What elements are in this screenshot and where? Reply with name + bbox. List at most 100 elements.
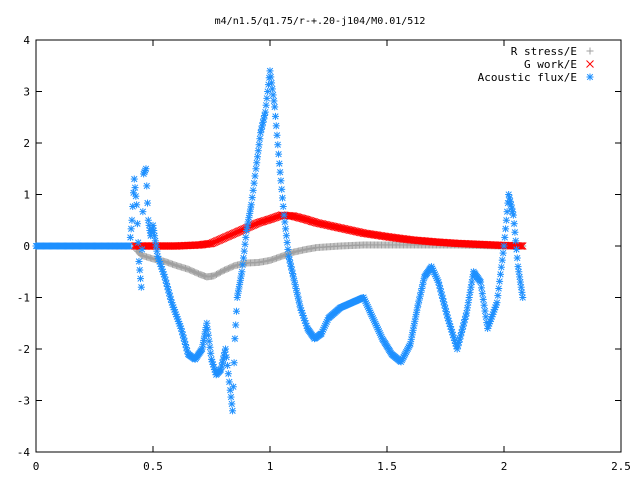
data-point [222,345,230,353]
data-point [278,194,286,202]
data-point [267,73,275,81]
data-point [273,131,281,139]
data-point [496,270,504,278]
data-point [212,237,221,245]
data-point [150,227,158,235]
x-tick-label: 0 [33,460,40,473]
data-point [250,179,258,187]
data-point [231,335,239,343]
data-point [205,337,213,345]
data-point [207,239,216,248]
data-point [282,232,290,240]
data-point [463,309,471,317]
data-point [137,283,145,291]
data-point [280,211,288,219]
data-point [514,263,522,271]
data-point [478,290,486,298]
data-point [498,256,506,264]
data-point [271,103,279,111]
data-point [128,216,136,224]
data-point [245,214,253,222]
data-point [232,307,240,315]
data-point [204,331,212,339]
data-point [515,268,523,276]
data-point [254,147,262,155]
data-point [250,220,259,229]
data-point [132,192,140,200]
data-point [262,101,270,109]
data-point [242,233,250,241]
data-point [223,361,231,369]
legend-label: R stress/E [511,45,577,58]
legend-marker [586,60,594,68]
x-tick-label: 2 [501,460,508,473]
x-tick-label: 2.5 [611,460,631,473]
y-tick-label: 1 [23,189,30,202]
data-point [276,168,284,176]
data-point [256,135,264,143]
data-point [463,304,471,312]
y-tick-label: 3 [23,86,30,99]
data-point [130,175,138,183]
data-point [126,242,134,250]
y-tick-label: 0 [23,240,30,253]
data-point [229,229,238,238]
data-point [224,370,232,378]
data-point [501,233,509,241]
data-point [479,295,487,303]
data-point [510,220,518,228]
data-point [236,281,244,289]
data-point [496,277,504,285]
data-point [465,294,473,301]
data-point [139,208,147,216]
data-point [414,300,422,308]
data-point [136,266,144,274]
data-point [138,245,146,253]
data-point [278,185,286,193]
data-point [266,67,274,75]
data-point [143,182,151,190]
data-point [499,249,507,257]
data-point [270,97,278,105]
data-point [249,221,257,229]
data-point [494,292,502,300]
data-point [218,234,226,243]
data-point [263,94,271,102]
data-point [134,239,142,247]
data-point [211,237,220,246]
data-point [241,240,249,248]
data-point [247,201,255,209]
legend-marker [586,47,594,55]
data-point [269,91,277,99]
legend-label: Acoustic flux/E [478,71,577,84]
data-point [223,232,231,241]
data-point [517,283,525,291]
chart-title: m4/n1.5/q1.75/r-+.20-j104/M0.01/512 [215,16,426,27]
data-point [251,172,259,180]
data-point [221,233,230,241]
data-point [229,383,237,391]
data-point [518,242,527,250]
data-point [224,232,233,240]
data-point [500,242,508,250]
data-point [274,141,282,149]
data-point [509,211,517,219]
data-point [135,257,143,265]
data-point [409,326,417,334]
data-point [516,273,524,281]
data-point [466,288,474,296]
data-point [236,226,244,235]
data-point [127,225,135,233]
data-point [252,165,260,173]
x-tick-label: 1 [267,460,274,473]
data-point [493,299,501,307]
x-tick-label: 0.5 [143,460,163,473]
data-point [149,221,157,229]
data-point [151,237,159,245]
series-2 [32,67,527,415]
data-point [467,283,475,291]
data-point [268,79,276,87]
data-point [215,236,224,244]
data-point [254,153,262,161]
